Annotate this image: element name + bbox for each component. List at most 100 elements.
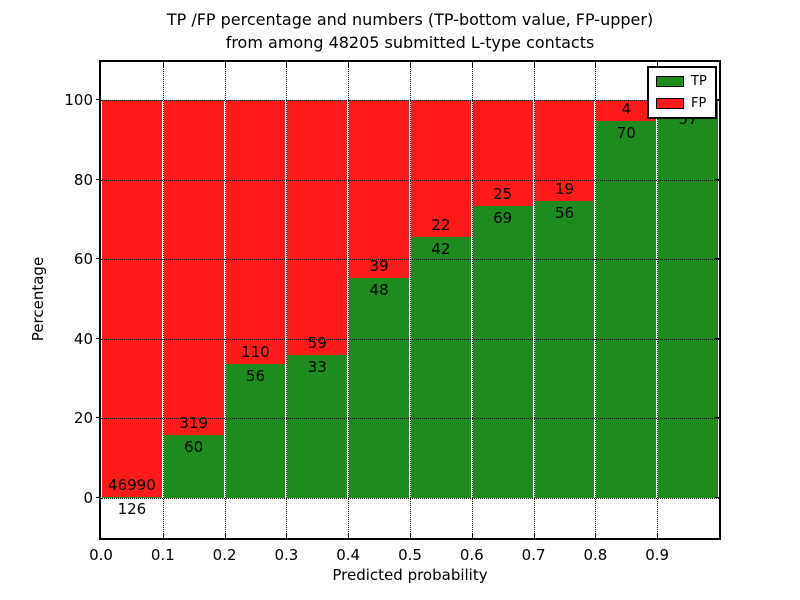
legend: TP FP bbox=[647, 66, 717, 119]
y-tick-label: 40 bbox=[73, 329, 93, 348]
v-gridline bbox=[162, 62, 164, 538]
tp-count-label: 33 bbox=[307, 358, 327, 377]
fp-count-label: 39 bbox=[369, 257, 389, 276]
tp-legend-label: TP bbox=[691, 73, 707, 89]
tp-count-label: 126 bbox=[117, 499, 147, 518]
fp-bar-segment bbox=[472, 100, 533, 206]
tp-count-label: 48 bbox=[369, 281, 389, 300]
x-tickmark-bottom bbox=[657, 533, 659, 538]
chart-title-line1: TP /FP percentage and numbers (TP-bottom… bbox=[166, 10, 654, 29]
chart-title: TP /FP percentage and numbers (TP-bottom… bbox=[101, 8, 719, 54]
x-tick-label: 0.0 bbox=[89, 546, 113, 564]
bar-labels-layer: 46990 126 319 60 110 56 59 33 39 48 22 42 25 69 19 56 4 7… bbox=[101, 62, 719, 538]
x-tick-label: 0.8 bbox=[583, 546, 608, 564]
y-tickmark-right bbox=[715, 497, 719, 498]
tp-bar-segment bbox=[534, 200, 595, 498]
x-tickmark-top bbox=[657, 62, 659, 67]
x-tickmark-bottom bbox=[162, 533, 164, 538]
tp-bar-segment bbox=[411, 236, 471, 498]
chart-title-line2: from among 48205 submitted L-type contac… bbox=[225, 33, 595, 52]
v-gridline bbox=[410, 62, 411, 538]
fp-count-label: 59 bbox=[307, 334, 327, 353]
tp-bar-segment bbox=[225, 363, 286, 498]
tp-count-label: 42 bbox=[431, 239, 451, 258]
y-tickmark-right bbox=[715, 337, 719, 339]
tp-count-label: 60 bbox=[184, 438, 204, 457]
x-tickmark-top bbox=[286, 62, 288, 67]
x-tickmark-top bbox=[162, 62, 164, 67]
tp-bar-segment bbox=[163, 435, 224, 498]
x-tick-label: 0.2 bbox=[212, 546, 237, 564]
y-tickmark bbox=[96, 497, 101, 498]
y-tick-label: 60 bbox=[73, 250, 93, 269]
fp-bar-segment bbox=[534, 100, 595, 201]
fp-count-label: 25 bbox=[493, 184, 513, 203]
y-tickmark bbox=[96, 417, 101, 419]
x-tick-label: 0.7 bbox=[521, 546, 546, 564]
x-tick-label: 0.6 bbox=[459, 546, 484, 564]
legend-item-fp: FP bbox=[649, 96, 715, 111]
x-tickmark-bottom bbox=[533, 533, 535, 538]
v-gridline bbox=[595, 62, 597, 538]
y-tick-label: 80 bbox=[73, 170, 93, 189]
fp-bar-segment bbox=[287, 100, 348, 356]
legend-item-tp: TP bbox=[649, 74, 715, 89]
tp-bar-segment bbox=[472, 205, 533, 498]
fp-bar-segment bbox=[102, 100, 162, 497]
tp-legend-swatch bbox=[656, 75, 684, 87]
tp-bar-segment bbox=[102, 496, 162, 498]
tp-count-label: 70 bbox=[616, 124, 636, 143]
x-tickmark-bottom bbox=[224, 533, 226, 538]
fp-bar-segment bbox=[596, 100, 657, 122]
y-tickmark bbox=[96, 337, 101, 339]
v-gridline bbox=[286, 62, 288, 538]
x-tick-label: 0.1 bbox=[150, 546, 175, 564]
tp-count-label: 56 bbox=[245, 366, 266, 385]
x-tickmark-bottom bbox=[410, 533, 411, 538]
fp-count-label: 46990 bbox=[108, 475, 156, 494]
fp-count-label: 4 bbox=[621, 100, 632, 119]
x-tickmark-top bbox=[410, 62, 411, 67]
x-tick-label: 0.9 bbox=[645, 546, 670, 564]
y-tickmark-right bbox=[715, 99, 719, 100]
x-tick-label: 0.3 bbox=[274, 546, 299, 564]
y-tickmark-right bbox=[715, 258, 719, 260]
v-gridline bbox=[348, 62, 350, 538]
x-tickmark-bottom bbox=[595, 533, 597, 538]
x-tick-label: 0.4 bbox=[336, 546, 361, 564]
y-axis-label: Percentage bbox=[29, 256, 47, 342]
bars-layer bbox=[101, 62, 719, 538]
tp-bar-segment bbox=[287, 355, 348, 498]
fp-legend-label: FP bbox=[691, 96, 707, 112]
fp-count-label: 22 bbox=[431, 215, 451, 234]
x-tickmark-top bbox=[348, 62, 350, 67]
fp-legend-swatch bbox=[656, 98, 684, 110]
y-tick-label: 0 bbox=[83, 489, 93, 507]
x-tickmark-top bbox=[595, 62, 597, 67]
grid-layer bbox=[96, 62, 719, 538]
x-tickmark-bottom bbox=[348, 533, 350, 538]
v-gridline bbox=[471, 62, 473, 538]
tp-count-label: 56 bbox=[554, 203, 575, 222]
x-tickmark-bottom bbox=[471, 533, 473, 538]
fp-count-label: 110 bbox=[241, 342, 270, 361]
y-tickmark bbox=[96, 258, 101, 260]
y-tickmark-right bbox=[715, 178, 719, 180]
x-tick-label: 0.5 bbox=[398, 546, 422, 564]
y-tickmark-right bbox=[715, 417, 719, 419]
y-tick-label: 20 bbox=[73, 409, 93, 428]
x-tickmark-bottom bbox=[286, 533, 288, 538]
fp-count-label: 19 bbox=[554, 179, 575, 198]
fp-bar-segment bbox=[163, 100, 224, 436]
y-tickmark bbox=[96, 178, 101, 180]
y-tickmark bbox=[96, 99, 101, 100]
y-tick-label: 100 bbox=[64, 91, 93, 109]
v-gridline bbox=[224, 62, 226, 538]
fp-bar-segment bbox=[349, 100, 409, 279]
tp-bar-segment bbox=[658, 106, 718, 498]
fp-count-label: 319 bbox=[179, 414, 209, 433]
v-gridline bbox=[657, 62, 659, 538]
x-tickmark-top bbox=[533, 62, 535, 67]
x-axis-label: Predicted probability bbox=[332, 566, 488, 584]
